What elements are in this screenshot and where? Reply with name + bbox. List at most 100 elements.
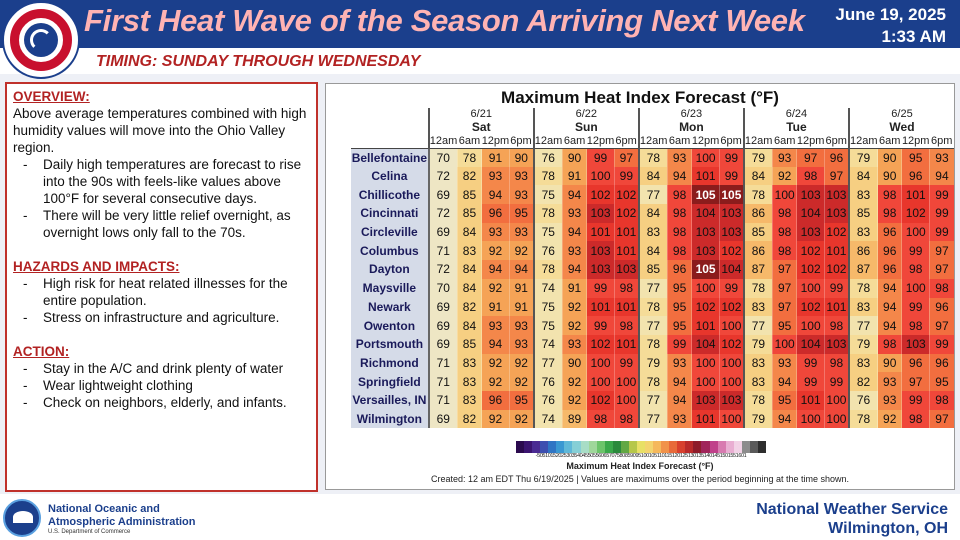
legend-swatch — [588, 441, 597, 453]
heat-index-cell: 103 — [796, 222, 825, 242]
heat-index-cell: 102 — [823, 222, 849, 242]
hour-label: 12am — [532, 134, 563, 149]
heat-index-cell: 97 — [796, 148, 825, 167]
header-row: 6/21 6/22 6/23 6/24 6/25 — [351, 108, 954, 120]
noaa-dept: U.S. Department of Commerce — [48, 529, 131, 535]
heat-index-cell: 94 — [666, 372, 692, 391]
heat-index-cell: 92 — [877, 409, 902, 429]
heat-index-cell: 101 — [613, 241, 639, 261]
legend-swatch — [741, 441, 750, 453]
overview-bullet: - Daily high temperatures are forecast to… — [13, 156, 310, 207]
heat-index-cell: 92 — [508, 372, 534, 391]
location-label: Celina — [351, 166, 430, 186]
heat-index-cell: 98 — [877, 334, 902, 354]
color-legend — [516, 441, 766, 453]
heat-index-cell: 79 — [742, 148, 773, 167]
legend-swatch — [725, 441, 734, 453]
heat-index-cell: 90 — [561, 353, 587, 373]
heat-index-cell: 70 — [427, 148, 458, 167]
heat-index-cell: 96 — [666, 260, 692, 279]
heat-index-cell: 101 — [613, 334, 639, 354]
hour-label: 12pm — [796, 134, 825, 149]
heat-index-cell: 78 — [637, 372, 668, 391]
heat-index-cell: 91 — [508, 278, 534, 298]
heat-index-cell: 92 — [481, 241, 510, 261]
heat-index-cell: 97 — [771, 260, 797, 279]
hour-label: 6am — [772, 134, 797, 149]
heat-index-cell: 84 — [456, 222, 482, 242]
bullet-dash: - — [23, 310, 28, 325]
heat-index-cell: 69 — [427, 297, 458, 317]
heat-index-cell: 92 — [481, 278, 510, 298]
noaa-name-line1: National Oceanic and — [48, 503, 160, 515]
heat-index-cell: 96 — [877, 260, 902, 279]
overview-heading: OVERVIEW: — [13, 89, 90, 104]
heat-index-cell: 104 — [691, 334, 720, 354]
heat-index-cell: 93 — [877, 390, 902, 410]
heat-index-cell: 102 — [613, 185, 639, 205]
heat-index-cell: 102 — [691, 297, 720, 317]
location-label: Chillicothe — [351, 185, 430, 205]
heat-index-cell: 93 — [666, 148, 692, 167]
heat-index-cell: 83 — [848, 222, 878, 242]
heat-index-cell: 98 — [877, 204, 902, 223]
heat-index-cell: 74 — [532, 278, 563, 298]
heat-index-cell: 76 — [848, 390, 878, 410]
heat-index-cell: 69 — [427, 316, 458, 335]
bullet-dash: - — [23, 361, 28, 376]
heat-index-cell: 100 — [796, 278, 825, 298]
heat-index-cell: 102 — [796, 260, 825, 279]
table-row: Dayton 72 84 94 94 78 94 103 103 85 96 105 104 87 97 10… — [351, 260, 954, 279]
heat-index-cell: 83 — [456, 390, 482, 410]
heat-index-cell: 94 — [561, 260, 587, 279]
heat-index-cell: 93 — [561, 334, 587, 354]
heat-index-cell: 99 — [586, 148, 615, 167]
legend-swatch — [701, 441, 710, 453]
heat-index-cell: 98 — [877, 185, 902, 205]
chart-title: Maximum Heat Index Forecast (°F) — [501, 88, 779, 107]
heat-index-cell: 91 — [481, 148, 510, 167]
heat-index-cell: 101 — [613, 222, 639, 242]
heat-index-cell: 105 — [691, 185, 720, 205]
heat-index-cell: 83 — [456, 353, 482, 373]
heat-index-cell: 84 — [848, 166, 878, 186]
heat-index-cell: 100 — [718, 316, 744, 335]
hour-label: 6pm — [929, 134, 954, 149]
hour-label: 12am — [427, 134, 458, 149]
heat-index-cell: 85 — [742, 222, 773, 242]
heat-index-cell: 103 — [718, 204, 744, 223]
heat-index-cell: 84 — [637, 204, 668, 223]
page-title: First Heat Wave of the Season Arriving N… — [84, 3, 805, 38]
heat-index-cell: 92 — [561, 297, 587, 317]
heat-index-cell: 100 — [691, 148, 720, 167]
heat-index-cell: 102 — [718, 334, 744, 354]
heat-index-cell: 100 — [771, 334, 797, 354]
heat-index-cell: 71 — [427, 353, 458, 373]
legend-swatch — [620, 441, 629, 453]
table-row: Maysville 70 84 92 91 74 91 99 98 77 95 100 99 78 97 10… — [351, 278, 954, 298]
heat-index-cell: 78 — [637, 334, 668, 354]
heat-index-cell: 98 — [666, 204, 692, 223]
heat-index-cell: 93 — [666, 409, 692, 429]
legend-swatch — [612, 441, 621, 453]
heat-index-cell: 99 — [718, 166, 744, 186]
heat-index-cell: 102 — [586, 390, 615, 410]
heat-index-cell: 100 — [691, 353, 720, 373]
heat-index-cell: 98 — [613, 316, 639, 335]
heat-index-cell: 97 — [771, 297, 797, 317]
heat-index-cell: 92 — [771, 166, 797, 186]
heat-index-cell: 96 — [928, 297, 954, 317]
heat-index-cell: 75 — [532, 297, 563, 317]
heat-index-cell: 69 — [427, 222, 458, 242]
heat-index-cell: 92 — [561, 372, 587, 391]
legend-swatch — [733, 441, 742, 453]
heat-index-cell: 79 — [742, 334, 773, 354]
heat-index-cell: 97 — [901, 372, 930, 391]
overview-bullet-text: There will be very little relief overnig… — [43, 208, 291, 240]
heat-index-cell: 100 — [823, 390, 849, 410]
hour-label: 12am — [742, 134, 773, 149]
day-name-label: Sat — [427, 120, 534, 134]
heat-index-cell: 100 — [718, 353, 744, 373]
heat-index-cell: 97 — [823, 166, 849, 186]
heat-index-cell: 91 — [481, 297, 510, 317]
